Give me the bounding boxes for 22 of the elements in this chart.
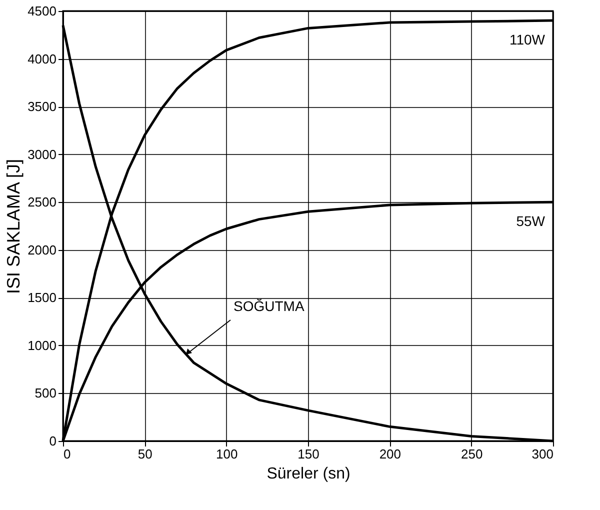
- x-tick-label: 0: [64, 446, 71, 462]
- x-tick-label: 250: [460, 446, 483, 462]
- x-tick-label: 300: [532, 446, 554, 462]
- y-axis-title: ISI SAKLAMA [J]: [4, 158, 24, 294]
- y-tick-label: 1000: [28, 338, 56, 353]
- y-tick-label: 3500: [28, 99, 56, 114]
- series-label: 55W: [516, 213, 546, 230]
- annotation: SOĞUTMA: [234, 298, 305, 314]
- x-tick-label: 100: [216, 446, 238, 462]
- y-tick-label: 2000: [28, 242, 56, 258]
- y-tick-label: 2500: [28, 194, 56, 210]
- y-tick-label: 500: [34, 386, 56, 401]
- x-tick-label: 150: [298, 446, 320, 462]
- y-tick-label: 0: [49, 434, 56, 448]
- y-tick-label: 4000: [28, 51, 56, 66]
- y-tick-label: 4500: [28, 4, 56, 18]
- x-tick-label: 50: [138, 446, 152, 462]
- y-tick-label: 3000: [28, 146, 56, 162]
- series-label: 110W: [509, 32, 546, 48]
- x-tick-label: 200: [379, 446, 402, 462]
- y-tick-label: 1500: [28, 290, 56, 306]
- x-axis-title: Süreler (sn): [266, 466, 350, 482]
